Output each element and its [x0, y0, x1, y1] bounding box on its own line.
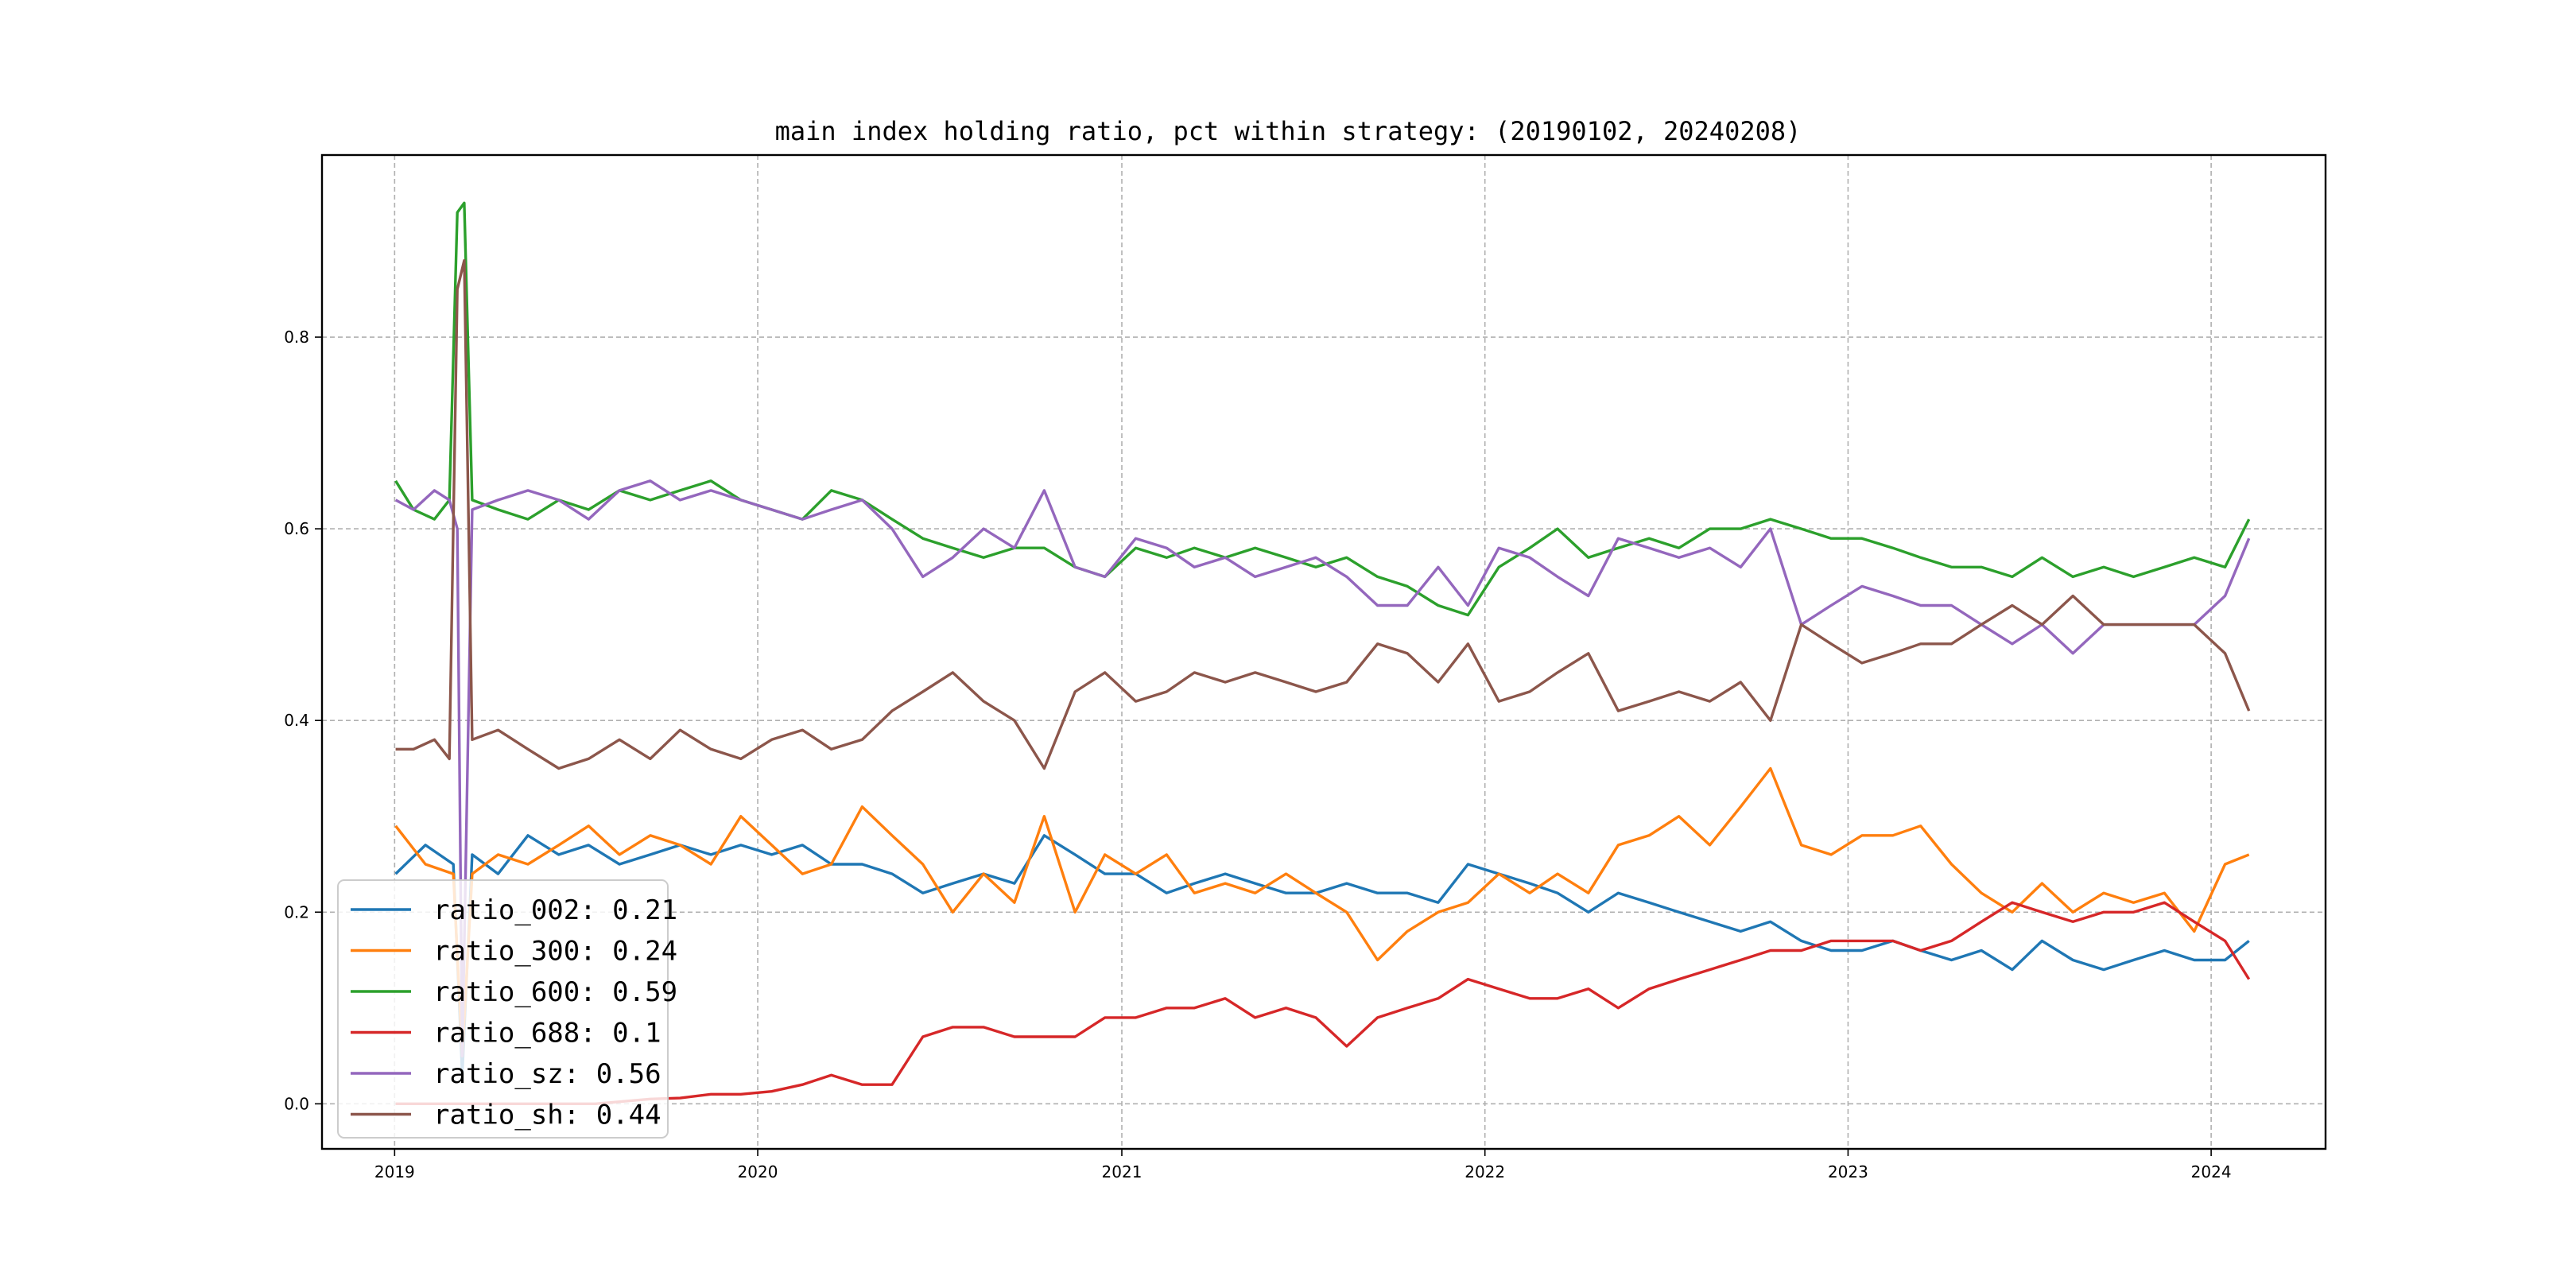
- x-tick-label: 2021: [1102, 1162, 1143, 1181]
- y-tick-label: 0.8: [284, 328, 309, 347]
- legend-label: ratio_sz: 0.56: [433, 1058, 661, 1090]
- x-tick-label: 2024: [2191, 1162, 2232, 1181]
- plot-area-frame: [320, 153, 2327, 1150]
- x-tick-label: 2023: [1828, 1162, 1868, 1181]
- y-tick-label: 0.0: [284, 1094, 309, 1113]
- legend-label: ratio_688: 0.1: [433, 1018, 661, 1049]
- x-tick-label: 2020: [738, 1162, 778, 1181]
- y-tick-label: 0.2: [284, 902, 309, 921]
- series-line-ratio-sh: [395, 258, 2251, 770]
- legend-box: [337, 879, 669, 1139]
- series-line-ratio-688: [395, 901, 2251, 1106]
- y-axis: 0.0 0.2 0.4 0.6 0.8: [284, 328, 322, 1113]
- y-tick-label: 0.4: [284, 711, 309, 730]
- legend-label: ratio_300: 0.24: [433, 936, 677, 968]
- series-line-ratio-300: [394, 766, 2250, 1057]
- x-tick-label: 2019: [374, 1162, 415, 1181]
- series-line-ratio-sz: [394, 479, 2251, 1057]
- plot-series: [394, 201, 2251, 1106]
- x-axis: 2019 2020 2021 2022 2023 2024: [374, 1149, 2232, 1181]
- x-tick-label: 2022: [1465, 1162, 1505, 1181]
- chart-title: main index holding ratio, pct within str…: [775, 116, 1802, 146]
- series-line-ratio-002: [394, 834, 2250, 1077]
- legend-label: ratio_600: 0.59: [433, 976, 677, 1008]
- y-tick-label: 0.6: [284, 519, 309, 538]
- legend-label: ratio_002: 0.21: [433, 894, 677, 926]
- legend: ratio_002: 0.21 ratio_300: 0.24 ratio_600:…: [337, 879, 677, 1139]
- legend-label: ratio_sh: 0.44: [433, 1100, 661, 1131]
